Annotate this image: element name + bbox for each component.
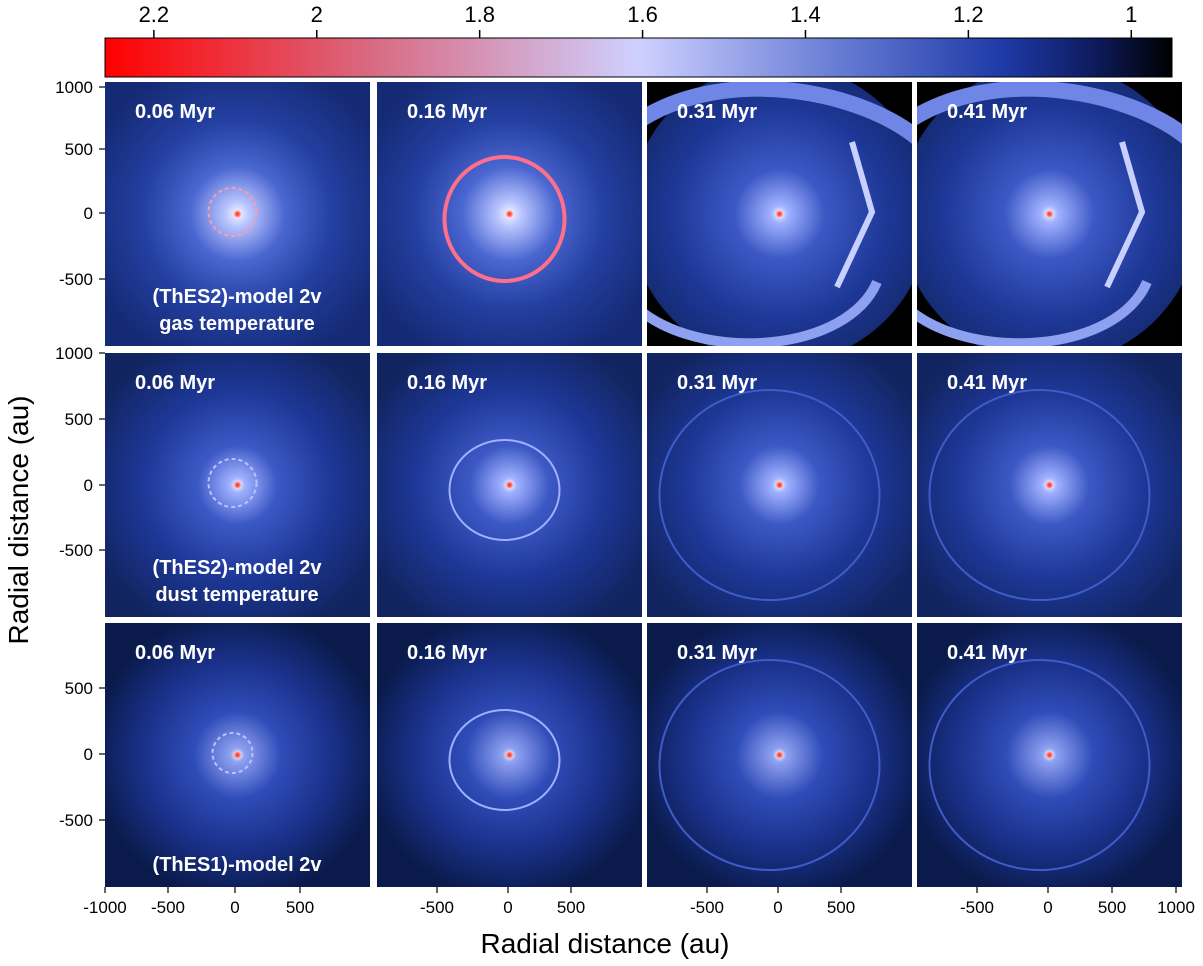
central-star [1044, 209, 1055, 219]
y-tick-label: 1000 [55, 78, 93, 97]
time-label: 0.31 Myr [677, 101, 757, 123]
shock-front [1104, 141, 1146, 289]
central-star [774, 480, 785, 490]
x-tick-label: 0 [503, 898, 512, 917]
time-label: 0.41 Myr [947, 642, 1027, 664]
colorbar-tick-label: 1.2 [953, 2, 984, 27]
colorbar [104, 37, 1173, 78]
panel-r3-c4: 0.41 Myr [917, 623, 1182, 887]
colorbar-tick-label: 1.4 [790, 2, 821, 27]
time-label: 0.41 Myr [947, 101, 1027, 123]
x-tick-label: 1000 [1157, 898, 1195, 917]
x-tick-label: 0 [773, 898, 782, 917]
x-axis-title: Radial distance (au) [480, 928, 729, 959]
x-tick-label: 500 [1098, 898, 1126, 917]
time-label: 0.06 Myr [135, 101, 215, 123]
panel-r3-c1: 0.06 Myr (ThES1)-model 2v [105, 623, 370, 887]
shell [448, 439, 561, 541]
y-tick-label: 500 [65, 140, 93, 159]
colorbar-tick-label: 1 [1125, 2, 1137, 27]
central-star [232, 750, 243, 760]
model-label: (ThES2)-model 2v [153, 286, 323, 308]
x-tick-label: 500 [557, 898, 585, 917]
shell [658, 389, 881, 601]
model-label: dust temperature [155, 584, 318, 606]
colorbar-ticks: 2.2 2 1.8 1.6 1.4 1.2 1 [139, 2, 1137, 38]
time-label: 0.06 Myr [135, 642, 215, 664]
x-tick-label: -500 [420, 898, 454, 917]
y-tick-label: -500 [59, 541, 93, 560]
time-label: 0.41 Myr [947, 372, 1027, 394]
shell-arc [647, 279, 882, 346]
central-star [504, 750, 515, 760]
time-label: 0.16 Myr [407, 372, 487, 394]
y-tick-label: 1000 [55, 344, 93, 363]
central-star [504, 480, 515, 490]
time-label: 0.31 Myr [677, 372, 757, 394]
panel-r2-c1: 0.06 Myr (ThES2)-model 2v dust temperature [105, 353, 370, 617]
central-star [1044, 750, 1055, 760]
shell-arc [917, 82, 1182, 145]
x-tick-label: 0 [1043, 898, 1052, 917]
panel-r2-c2: 0.16 Myr [377, 353, 642, 617]
shell-arc [647, 82, 912, 145]
shock-front [834, 141, 876, 289]
x-tick-label: -500 [960, 898, 994, 917]
shell [928, 659, 1151, 871]
central-star [232, 480, 243, 490]
x-tick-label: -1000 [83, 898, 126, 917]
central-star [504, 209, 515, 219]
model-label: (ThES1)-model 2v [153, 854, 323, 876]
axis-ticks: 1000 500 0 -500 1000 500 0 -500 500 0 -500 -1000 -50… [55, 78, 1195, 917]
panel-r3-c3: 0.31 Myr [647, 623, 912, 887]
colorbar-tick-label: 2 [311, 2, 323, 27]
shell [442, 155, 567, 283]
x-tick-label: -500 [690, 898, 724, 917]
x-tick-label: -500 [151, 898, 185, 917]
y-tick-label: 500 [65, 410, 93, 429]
panel-r1-c4: 0.41 Myr [917, 82, 1182, 346]
panel-r1-c1: 0.06 Myr (ThES2)-model 2v gas temperature [105, 82, 370, 346]
inner-shell [211, 732, 254, 774]
x-tick-label: 500 [286, 898, 314, 917]
y-tick-label: 500 [65, 679, 93, 698]
x-tick-label: 0 [230, 898, 239, 917]
panel-r1-c3: 0.31 Myr [647, 82, 912, 346]
central-star [232, 209, 243, 219]
shell-arc [917, 279, 1152, 346]
panel-r2-c3: 0.31 Myr [647, 353, 912, 617]
inner-shell [207, 187, 258, 237]
panel-r1-c2: 0.16 Myr [377, 82, 642, 346]
time-label: 0.06 Myr [135, 372, 215, 394]
shell [448, 709, 561, 811]
panel-r2-c4: 0.41 Myr [917, 353, 1182, 617]
colorbar-tick-label: 1.8 [464, 2, 495, 27]
x-tick-label: 500 [827, 898, 855, 917]
central-star [1044, 480, 1055, 490]
y-tick-label: 0 [84, 476, 93, 495]
shell [658, 659, 881, 871]
y-tick-label: -500 [59, 270, 93, 289]
y-tick-label: 0 [84, 204, 93, 223]
shell [928, 389, 1151, 601]
y-axis-title: Radial distance (au) [3, 395, 34, 644]
time-label: 0.31 Myr [677, 642, 757, 664]
inner-shell [207, 458, 258, 508]
colorbar-tick-label: 2.2 [139, 2, 170, 27]
y-tick-label: 0 [84, 745, 93, 764]
panel-r3-c2: 0.16 Myr [377, 623, 642, 887]
model-label: gas temperature [159, 313, 315, 335]
y-tick-label: -500 [59, 811, 93, 830]
time-label: 0.16 Myr [407, 642, 487, 664]
central-star [774, 750, 785, 760]
time-label: 0.16 Myr [407, 101, 487, 123]
central-star [774, 209, 785, 219]
colorbar-tick-label: 1.6 [627, 2, 658, 27]
model-label: (ThES2)-model 2v [153, 557, 323, 579]
